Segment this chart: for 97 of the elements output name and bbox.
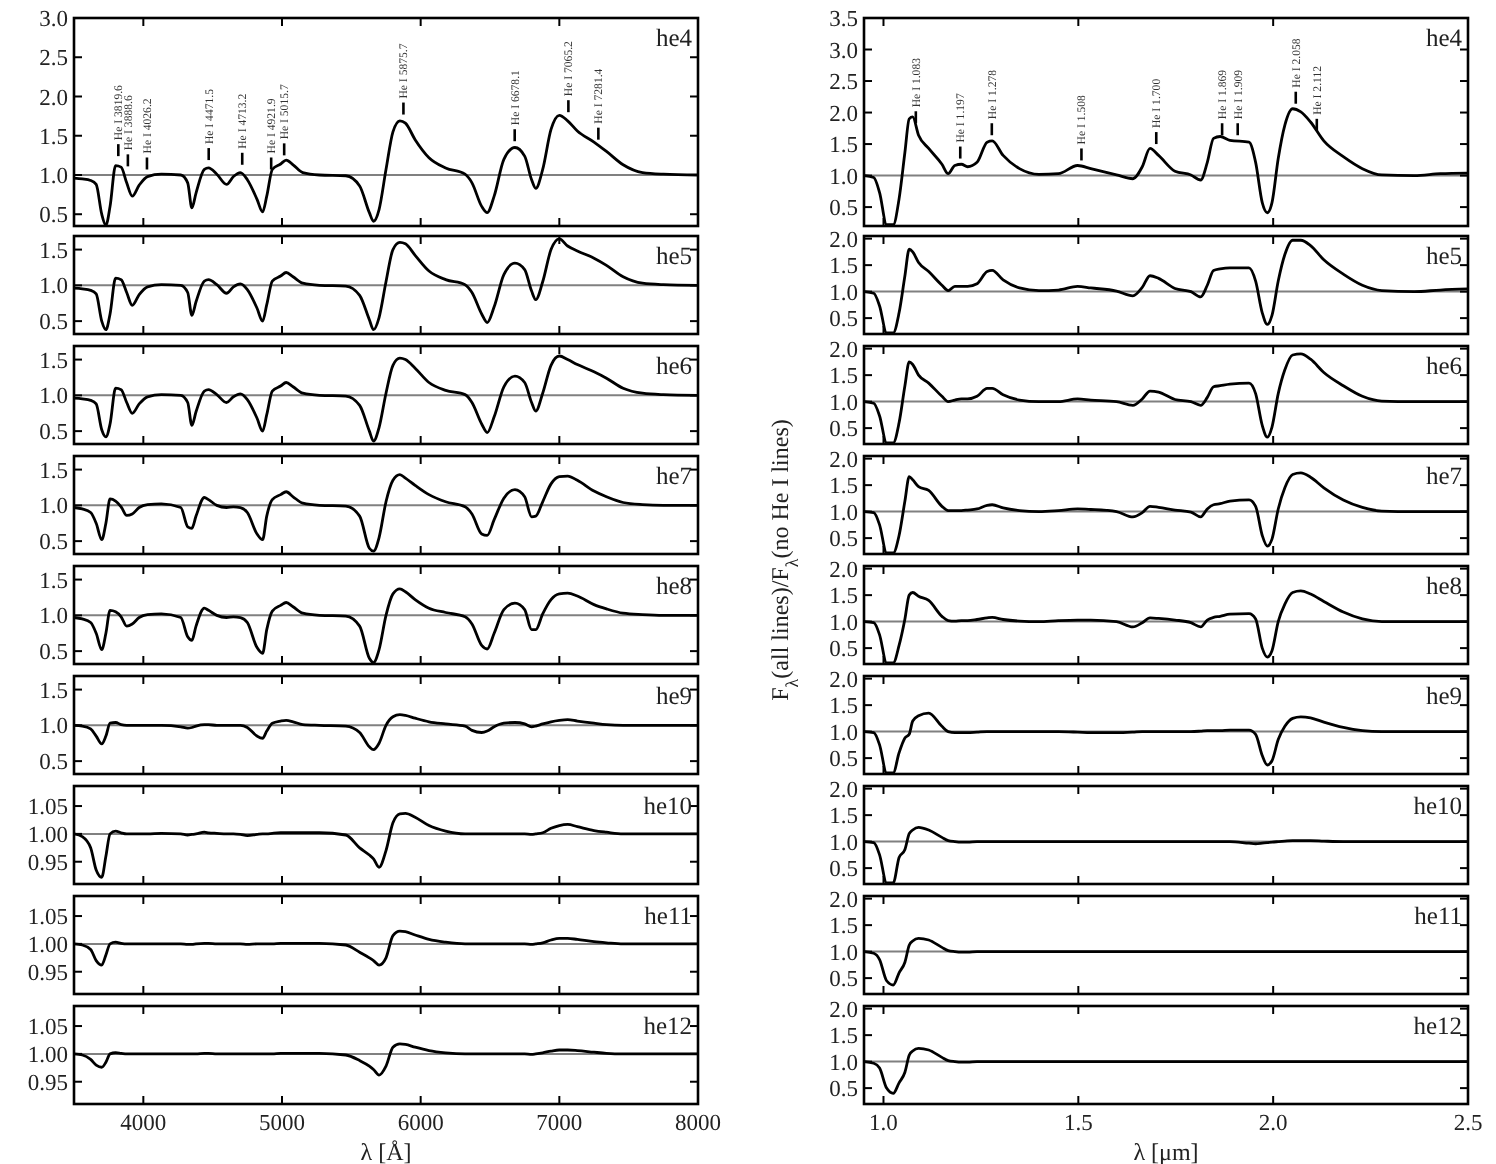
y-tick-label: 2.0 [829,558,859,583]
y-tick-label: 0.5 [39,421,69,446]
y-tick-label: 2.5 [829,71,859,96]
y-tick-label: 0.95 [27,851,69,876]
y-tick-label: 1.00 [27,1043,69,1068]
chart-title: he10 [643,792,692,820]
chart-title: he9 [1425,682,1462,710]
y-tick-label: 2.0 [39,86,69,111]
y-tick-label: 0.5 [829,638,859,663]
x-axis-title: λ [Å] [360,1138,412,1164]
y-tick-label: 1.0 [829,611,859,636]
y-tick-label: 1.5 [39,125,69,150]
y-tick-label: 3.0 [39,8,69,33]
y-tick-label: 2.0 [829,778,859,803]
y-tick-label: 1.5 [39,569,69,594]
y-tick-label: 0.5 [39,204,69,229]
y-tick-label: 0.95 [27,961,69,986]
y-tick-label: 1.5 [829,695,859,720]
chart-title: he11 [1414,902,1462,930]
y-tick-label: 1.00 [27,933,69,958]
y-tick-label: 1.5 [39,679,69,704]
y-tick-label: 3.0 [829,39,859,64]
y-tick-label: 0.5 [829,748,859,773]
y-tick-label: 1.5 [829,585,859,610]
chart-title: he5 [655,242,692,270]
chart-title: he5 [1425,242,1462,270]
x-tick-label: 7000 [536,1112,583,1136]
y-tick-label: 1.5 [829,915,859,940]
y-tick-label: 1.0 [39,165,69,190]
y-tick-label: 0.5 [829,528,859,553]
y-tick-label: 1.05 [27,906,69,931]
y-tick-label: 1.0 [39,275,69,300]
y-tick-label: 1.00 [27,823,69,848]
y-tick-label: 1.5 [39,239,69,264]
y-tick-label: 1.5 [829,805,859,830]
y-tick-label: 1.0 [829,941,859,966]
y-tick-label: 1.5 [829,1025,859,1050]
chart-title: he10 [1413,792,1462,820]
y-tick-label: 2.5 [39,47,69,72]
chart-title: he8 [1425,572,1462,600]
y-tick-label: 1.0 [39,385,69,410]
y-tick-label: 0.5 [829,418,859,443]
chart-title: he6 [655,352,692,380]
y-tick-label: 1.0 [39,605,69,630]
x-tick-label: 2.0 [1258,1112,1289,1136]
chart-title: he12 [643,1012,692,1040]
y-tick-label: 0.5 [829,968,859,993]
x-tick-label: 1.5 [1063,1112,1094,1136]
y-tick-label: 1.5 [829,365,859,390]
chart-title: he9 [655,682,692,710]
y-tick-label: 0.5 [829,308,859,333]
chart-title: he12 [1413,1012,1462,1040]
y-tick-label: 1.0 [829,1051,859,1076]
y-tick-label: 1.5 [829,134,859,159]
y-tick-label: 1.0 [829,501,859,526]
y-tick-label: 1.0 [39,715,69,740]
y-tick-label: 2.0 [829,448,859,473]
x-tick-label: 2.5 [1453,1112,1483,1136]
y-tick-label: 1.0 [829,165,859,190]
y-tick-label: 1.0 [829,281,859,306]
y-tick-label: 0.5 [39,311,69,336]
y-tick-label: 0.5 [829,197,859,222]
y-tick-label: 1.5 [39,349,69,374]
x-tick-label: 8000 [675,1112,722,1136]
y-tick-label: 2.0 [829,102,859,127]
y-tick-label: 0.5 [829,858,859,883]
x-tick-label: 5000 [259,1112,306,1136]
y-tick-label: 1.5 [829,255,859,280]
y-tick-label: 1.05 [27,796,69,821]
y-tick-label: 1.0 [829,391,859,416]
y-tick-label: 1.5 [829,475,859,500]
y-tick-label: 1.5 [39,459,69,484]
chart-title: he6 [1425,352,1462,380]
y-tick-label: 0.5 [829,1078,859,1103]
y-tick-label: 2.0 [829,888,859,913]
y-tick-label: 1.0 [829,831,859,856]
y-tick-label: 0.95 [27,1071,69,1096]
x-tick-label: 1.0 [869,1112,899,1136]
y-tick-label: 1.05 [27,1016,69,1041]
chart-title: he8 [655,572,692,600]
y-tick-label: 0.5 [39,641,69,666]
x-tick-label: 6000 [397,1112,445,1136]
y-tick-label: 1.0 [39,495,69,520]
y-tick-label: 3.5 [829,8,859,33]
chart-title: he7 [1425,462,1462,490]
y-tick-label: 2.0 [829,998,859,1023]
chart-title: he4 [1425,24,1464,52]
y-tick-label: 2.0 [829,228,859,253]
chart-title: he4 [655,24,694,52]
y-tick-label: 0.5 [39,751,69,776]
chart-title: he7 [655,462,692,490]
x-tick-label: 4000 [120,1112,167,1136]
y-tick-label: 0.5 [39,531,69,556]
y-tick-label: 2.0 [829,668,859,693]
chart-title: he11 [644,902,692,930]
y-tick-label: 1.0 [829,721,859,746]
y-tick-label: 2.0 [829,338,859,363]
